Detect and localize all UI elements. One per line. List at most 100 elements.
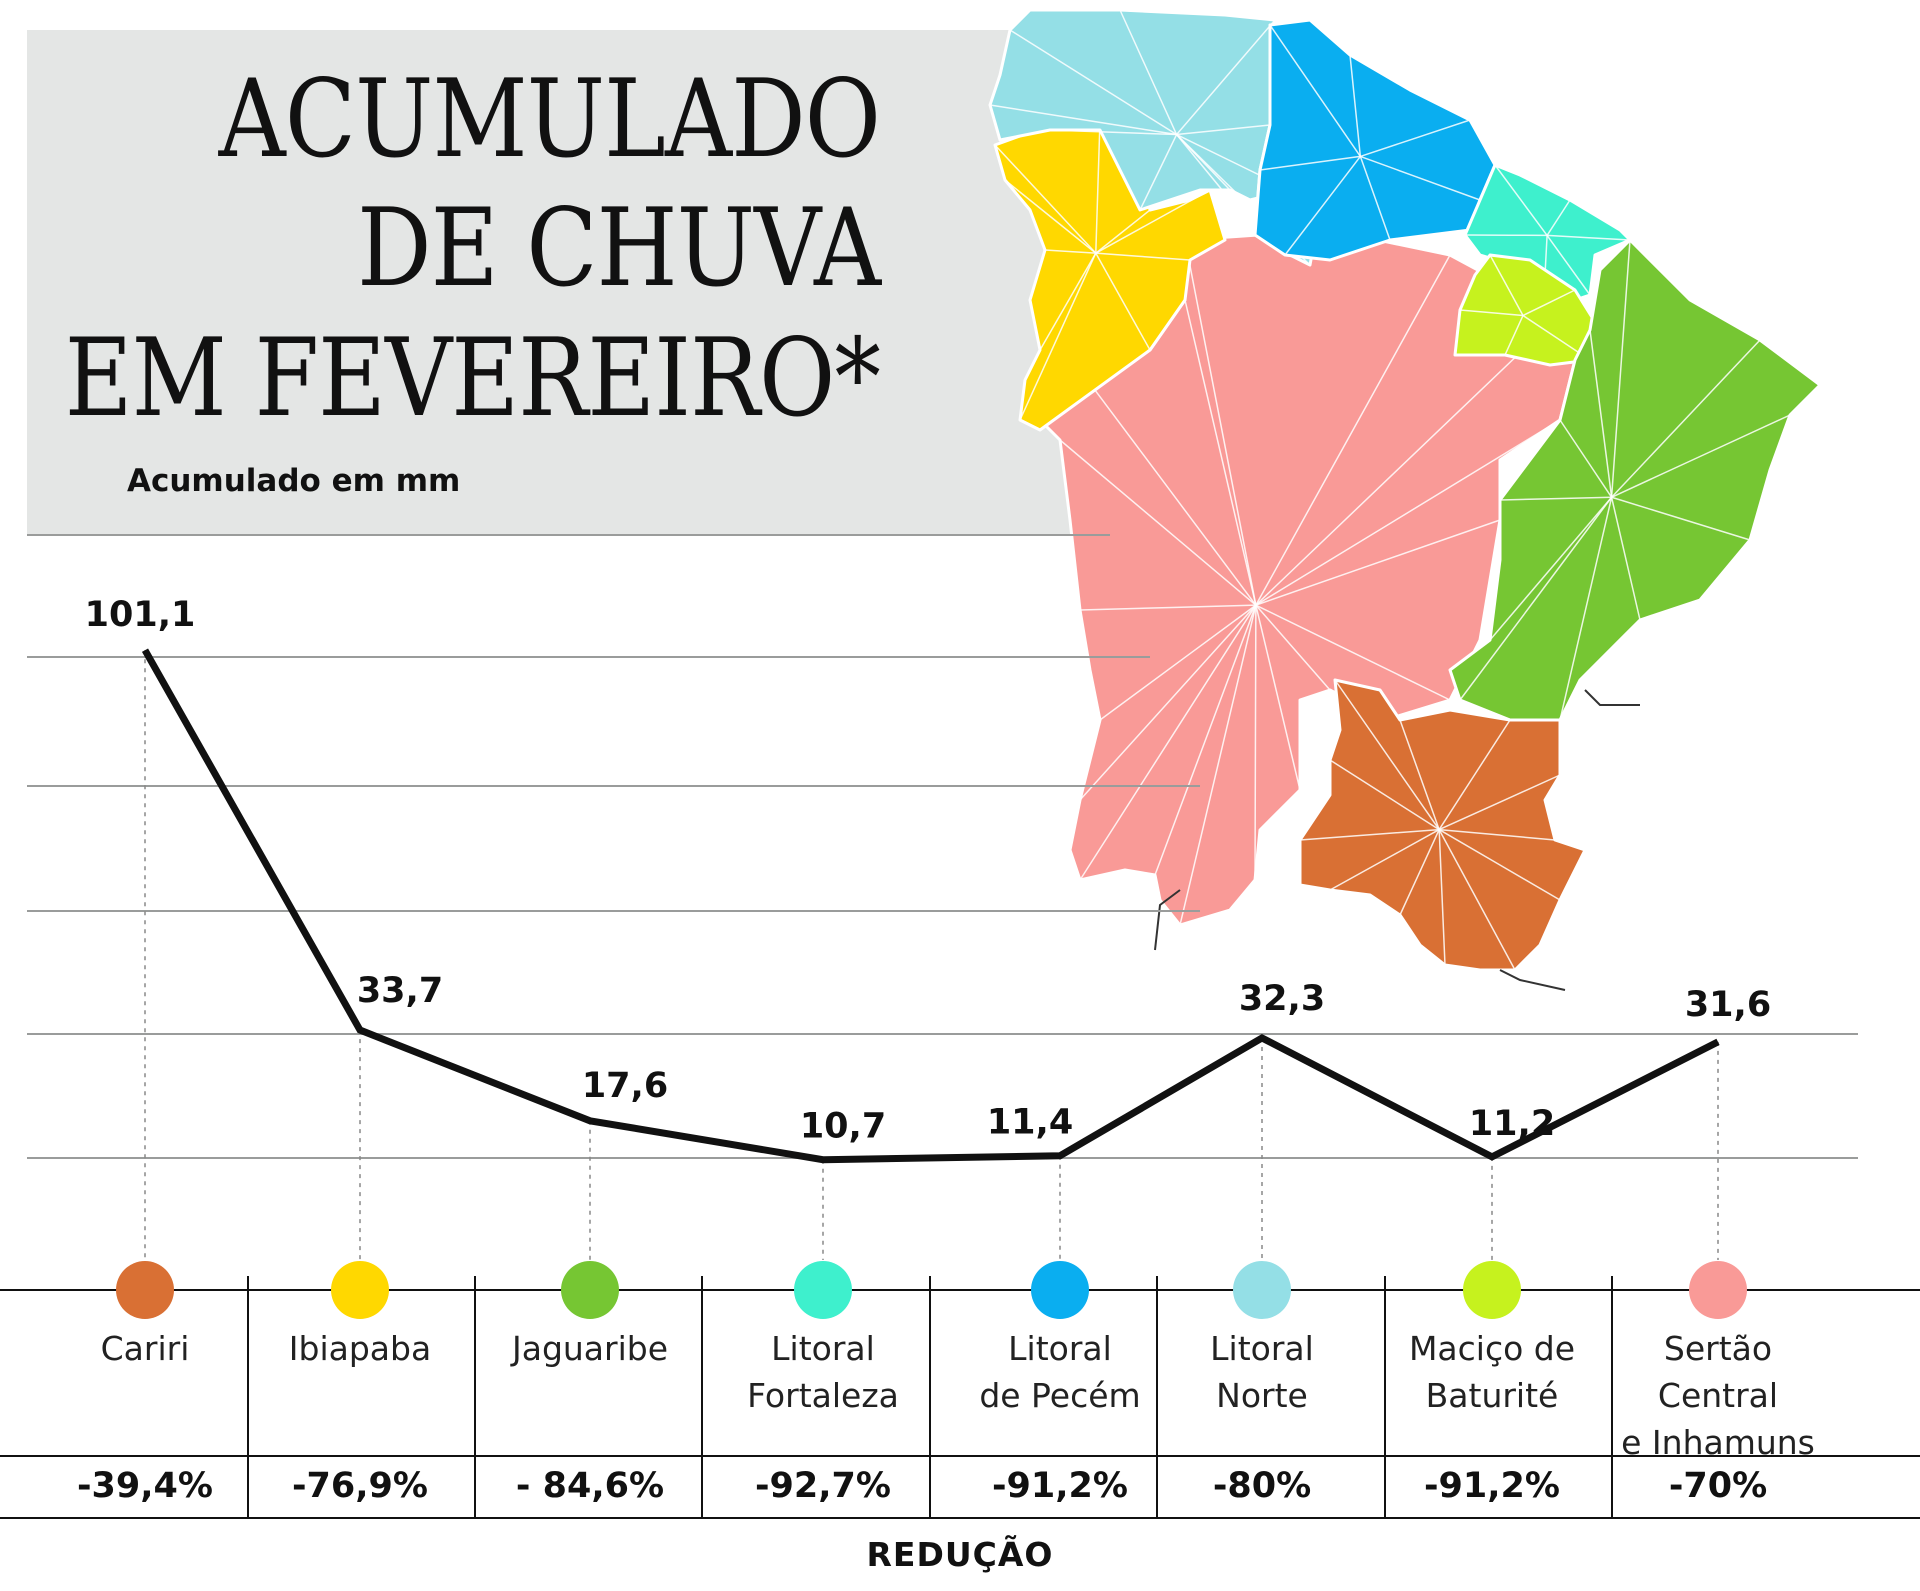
map-region-sertao-border: [1064, 349, 1257, 606]
map-region-baturite: [1453, 253, 1602, 367]
map-region-sertao-border: [1255, 304, 1571, 606]
reduction-value-0: -39,4%: [77, 1466, 213, 1506]
map-region-cariri-border: [1438, 719, 1511, 830]
map-region-litoral-pecem-border: [1360, 119, 1471, 158]
map-region-ibiapaba-border: [994, 144, 1097, 254]
chart-subtitle: Acumulado em mm: [127, 463, 461, 499]
legend-dot-5: [1233, 1261, 1291, 1319]
value-label-1: 33,7: [357, 971, 443, 1011]
legend-dot-0: [116, 1261, 174, 1319]
map-region-ibiapaba-border: [1095, 189, 1211, 254]
map-region-baturite-border: [1504, 315, 1524, 356]
map-region-sertao-border: [1255, 254, 1451, 606]
reduction-value-5: -80%: [1212, 1466, 1312, 1506]
map-region-baturite-border: [1489, 254, 1524, 316]
legend-dot-2: [561, 1261, 619, 1319]
map-region-litoral-fortaleza-border: [1547, 234, 1631, 241]
map-region-jaguaribe-border: [1559, 497, 1613, 721]
map-region-jaguaribe-border: [1459, 496, 1613, 701]
value-label-5: 32,3: [1239, 979, 1325, 1019]
map-region-sertao-border: [1079, 604, 1257, 801]
map-region-litoral-pecem-border: [1349, 54, 1362, 157]
reduction-value-7: -70%: [1668, 1466, 1768, 1506]
region-label-4: Litoral de Pecém: [979, 1329, 1141, 1415]
map-region-jaguaribe-border: [1499, 496, 1612, 501]
map-region-cariri-border: [1299, 828, 1440, 841]
map-region-cariri-border: [1438, 828, 1561, 901]
title-panel: [27, 30, 1110, 535]
title-line-3: EM FEVEREIRO*: [64, 316, 881, 441]
map-region-ibiapaba-border: [1095, 209, 1151, 254]
value-label-4: 11,4: [987, 1103, 1073, 1143]
map-region-litoral-norte-border: [1176, 19, 1276, 136]
map-region-jaguaribe-border: [1559, 419, 1613, 498]
map-region-ibiapaba-border: [1004, 179, 1097, 254]
reduction-title: REDUÇÃO: [866, 1535, 1054, 1574]
map-region-cariri-border: [1438, 774, 1561, 831]
map-region-jaguaribe-border: [1611, 414, 1791, 498]
map-region-litoral-pecem-border: [1359, 156, 1391, 241]
region-label-6: Maciço de Baturité: [1408, 1329, 1576, 1415]
legend-dot-1: [331, 1261, 389, 1319]
legend-dot-7: [1689, 1261, 1747, 1319]
legend-dot-3: [794, 1261, 852, 1319]
map-region-litoral-pecem-border: [1284, 155, 1361, 256]
map-region-sertao-border: [1254, 605, 1257, 881]
legend-dot-4: [1031, 1261, 1089, 1319]
map-region-litoral-fortaleza-border: [1546, 199, 1571, 236]
map-region-ibiapaba-border: [1095, 119, 1101, 254]
region-label-5: Litoral Norte: [1210, 1329, 1314, 1415]
map-region-litoral-pecem-border: [1259, 155, 1361, 171]
map-region-litoral-norte-border: [989, 104, 1177, 136]
map-region-litoral-pecem-border: [1360, 155, 1481, 201]
map-region-cariri-border: [1438, 829, 1446, 966]
region-label-2: Jaguaribe: [511, 1329, 669, 1368]
map-region-ibiapaba-border: [1039, 252, 1097, 351]
map-region-ibiapaba-border: [1095, 252, 1151, 351]
map-region-litoral-fortaleza-border: [1546, 234, 1591, 296]
map-region-litoral-pecem-border: [1269, 24, 1361, 157]
map-region-ibiapaba-border: [1044, 249, 1096, 254]
map-region-litoral-norte-border: [1139, 134, 1178, 211]
region-label-1: Ibiapaba: [288, 1329, 432, 1368]
reduction-value-3: -92,7%: [755, 1466, 891, 1506]
title-line-1: ACUMULADO: [218, 57, 881, 182]
map-region-sertao-border: [1079, 604, 1256, 611]
value-label-7: 31,6: [1685, 985, 1771, 1025]
map-region-jaguaribe-border: [1611, 339, 1761, 498]
map-region-ibiapaba-border: [1019, 252, 1097, 421]
map-region-cariri-border: [1399, 829, 1440, 916]
map-region-jaguaribe-border: [1610, 239, 1631, 498]
region-label-7: Sertão Central e Inhamuns: [1621, 1329, 1815, 1462]
map-region-cariri-border: [1329, 759, 1440, 831]
region-label-0: Cariri: [100, 1329, 190, 1368]
reduction-value-6: -91,2%: [1424, 1466, 1560, 1506]
map-region-baturite-border: [1459, 309, 1524, 317]
legend-dot-6: [1463, 1261, 1521, 1319]
map-region-sertao-border: [1079, 604, 1257, 881]
map-region-cariri-border: [1438, 829, 1516, 971]
map-region-litoral-norte-border: [1009, 29, 1177, 136]
map-region-ibiapaba-border: [1095, 252, 1191, 261]
value-label-6: 11,2: [1469, 1104, 1555, 1144]
map-region-jaguaribe-border: [1611, 496, 1751, 541]
map-region-sertao-border: [1154, 604, 1257, 876]
map-region-cariri-border: [1439, 828, 1556, 841]
map-region-litoral-fortaleza-border: [1544, 235, 1548, 276]
map-region-litoral-norte-border: [1176, 134, 1256, 231]
value-label-2: 17,6: [582, 1066, 668, 1106]
map-border-line-south: [1499, 969, 1566, 991]
map-region-litoral-norte-border: [1176, 124, 1271, 136]
map-region-jaguaribe-border: [1610, 497, 1641, 621]
map-region-sertao-border: [1255, 519, 1501, 606]
map-region-cariri-border: [1334, 679, 1440, 831]
map-region-sertao-border: [1059, 439, 1257, 606]
reduction-value-2: - 84,6%: [515, 1466, 665, 1506]
map-border-line-west: [1154, 889, 1181, 951]
map-region-jaguaribe-border: [1589, 329, 1613, 498]
map-region-sertao-border: [1179, 604, 1257, 926]
map-region-litoral-fortaleza-border: [1494, 164, 1548, 236]
reduction-value-4: -91,2%: [992, 1466, 1128, 1506]
